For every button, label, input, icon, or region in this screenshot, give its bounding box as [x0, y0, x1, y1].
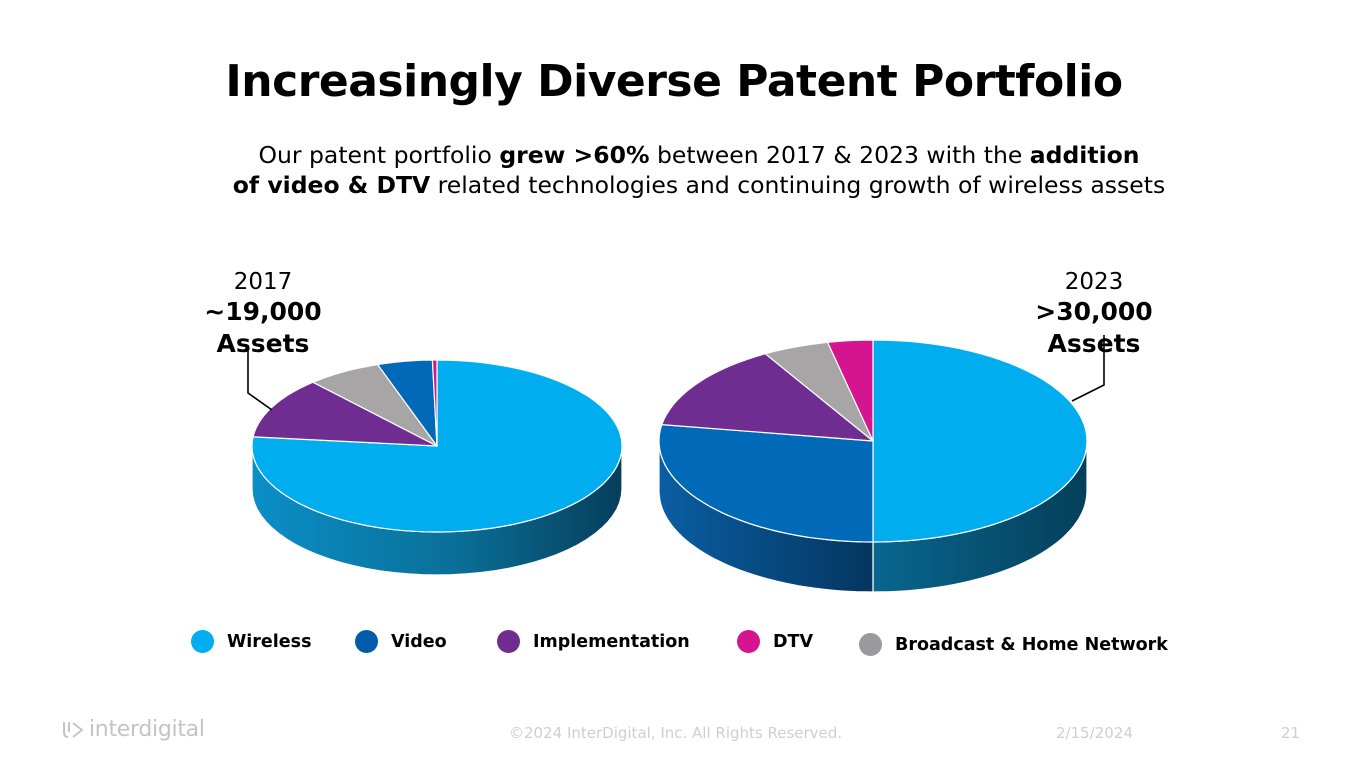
- pie-2017-year: 2017: [233, 269, 293, 295]
- footer-date: 2/15/2024: [1056, 724, 1133, 742]
- pie-2017: [251, 359, 623, 576]
- legend-label-broadcast: Broadcast & Home Network: [895, 634, 1168, 655]
- pie-slice-dtv: [431, 359, 438, 447]
- pie-2023-label: 2023 >30,000 Assets: [990, 268, 1198, 360]
- pie-slice-broadcast-home-network: [312, 363, 438, 447]
- pie-2023-assets: >30,000 Assets: [1035, 297, 1153, 358]
- pie-2023: [658, 339, 1088, 593]
- legend-swatch-dtv: [737, 630, 760, 653]
- legend-item-dtv: DTV: [737, 630, 813, 653]
- subtitle-run: of video & DTV: [232, 171, 431, 199]
- legend-label-implementation: Implementation: [533, 631, 690, 652]
- legend-swatch-video: [355, 630, 378, 653]
- pie-2017-leader-line: [247, 345, 273, 411]
- subtitle-line-2: of video & DTV related technologies and …: [0, 170, 1365, 200]
- subtitle-run: grew >60%: [499, 141, 650, 169]
- pie-2023-leader-line: [1071, 335, 1105, 402]
- pie-slice-dtv: [827, 339, 874, 442]
- legend-swatch-broadcast: [859, 633, 882, 656]
- pie-2017-label: 2017 ~19,000 Assets: [163, 268, 363, 360]
- subtitle-run: Our patent portfolio: [258, 141, 500, 169]
- footer-page-number: 21: [1281, 724, 1301, 742]
- legend-item-video: Video: [355, 630, 447, 653]
- pie-slice-implementation: [252, 381, 438, 447]
- subtitle-run: related technologies and continuing grow…: [430, 171, 1166, 199]
- pie-slice-video: [377, 359, 438, 447]
- footer-copyright: ©2024 InterDigital, Inc. All Rights Rese…: [509, 724, 843, 742]
- legend-label-dtv: DTV: [773, 631, 814, 652]
- pie-2023-year: 2023: [1064, 269, 1124, 295]
- legend-item-broadcast: Broadcast & Home Network: [859, 633, 1168, 656]
- legend-label-wireless: Wireless: [227, 631, 312, 652]
- logo-mark-icon: [63, 721, 83, 738]
- subtitle-run: between 2017 & 2023 with the: [649, 141, 1030, 169]
- legend-label-video: Video: [391, 631, 447, 652]
- slide-subtitle: Our patent portfolio grew >60% between 2…: [0, 140, 1365, 200]
- subtitle-run: addition: [1029, 141, 1140, 169]
- company-logo: interdigital: [61, 717, 205, 742]
- pie-slice-implementation: [661, 353, 874, 442]
- slide-title: Increasingly Diverse Patent Portfolio: [225, 56, 1123, 107]
- legend-item-implementation: Implementation: [497, 630, 690, 653]
- legend-swatch-implementation: [497, 630, 520, 653]
- pie-2017-assets: ~19,000 Assets: [204, 297, 322, 358]
- pie-slice-wireless: [872, 339, 1088, 543]
- legend-item-wireless: Wireless: [191, 630, 312, 653]
- pie-slice-broadcast-home-network: [764, 341, 874, 442]
- pie-slice-video: [658, 424, 874, 543]
- subtitle-line-1: Our patent portfolio grew >60% between 2…: [0, 140, 1365, 170]
- legend-swatch-wireless: [191, 630, 214, 653]
- logo-text: interdigital: [89, 717, 205, 742]
